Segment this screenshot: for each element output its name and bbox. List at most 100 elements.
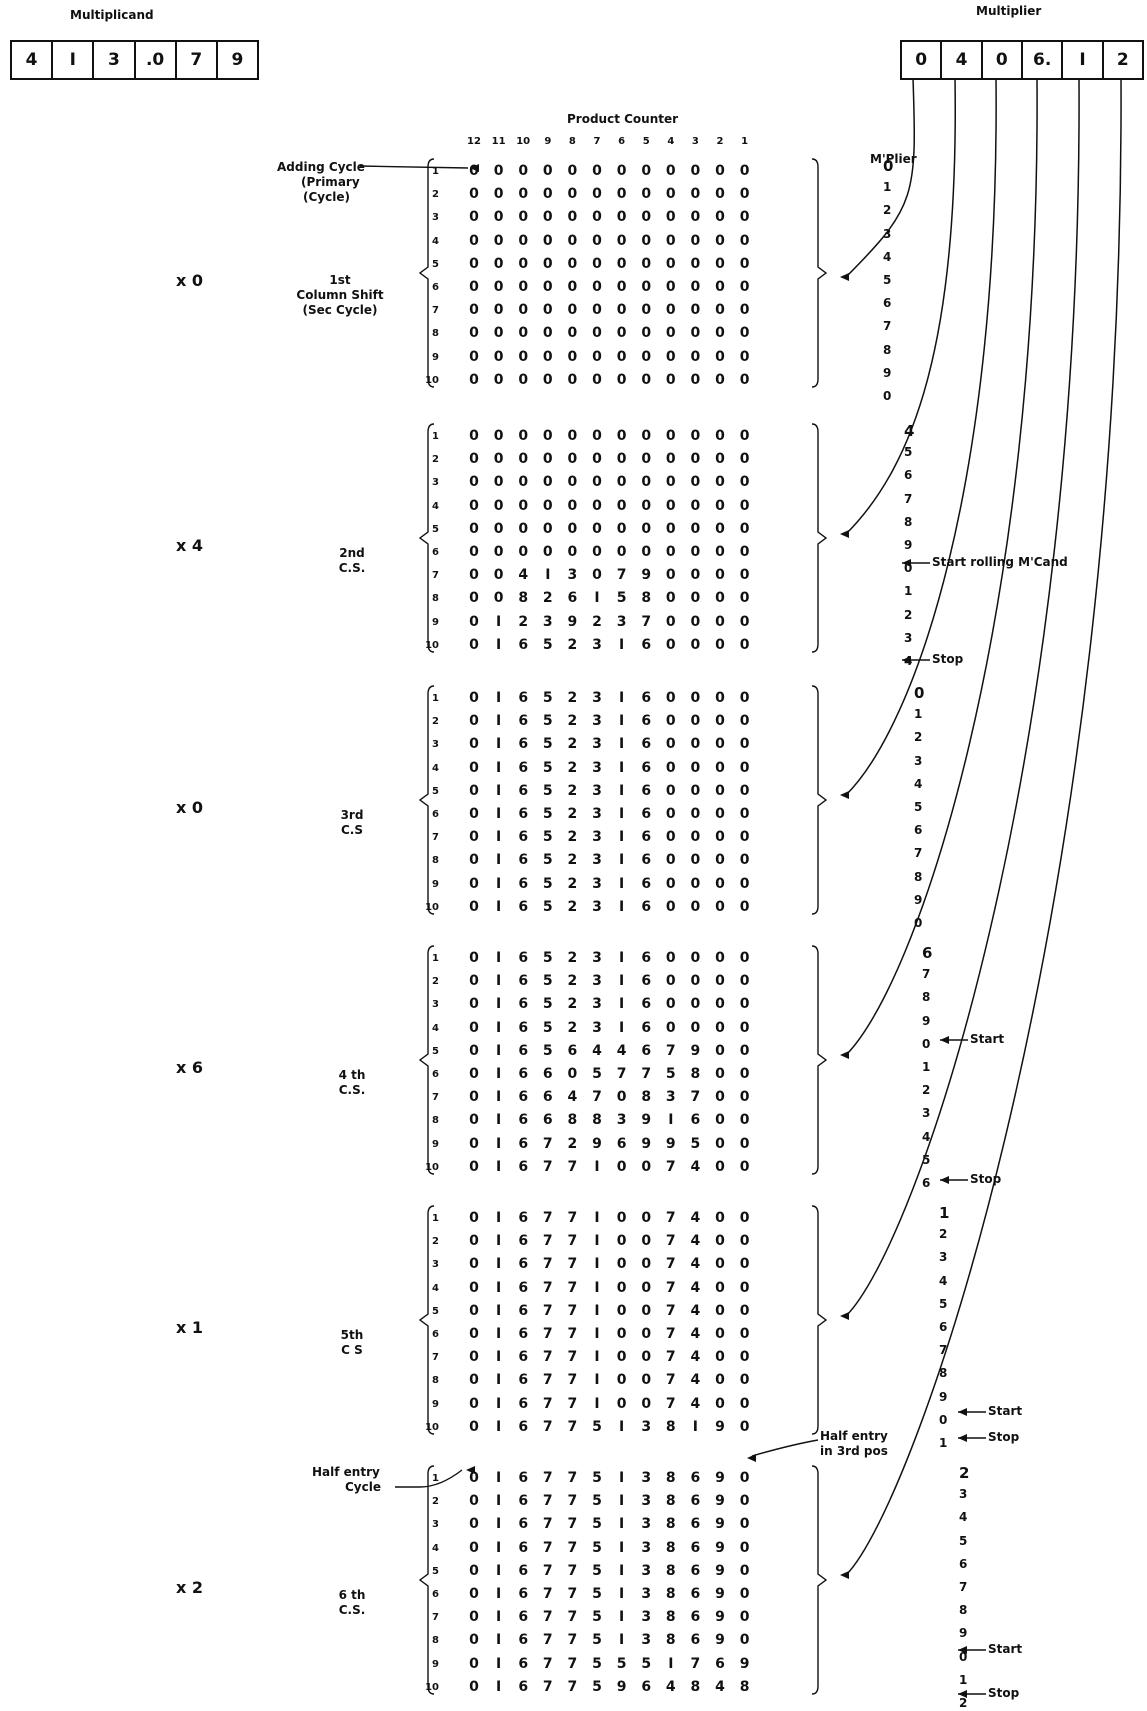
cycle-row-number: 9 bbox=[432, 878, 439, 890]
counter-digit: 6 bbox=[641, 690, 652, 706]
counter-digit: 3 bbox=[592, 829, 602, 846]
right-bracket bbox=[811, 945, 828, 1175]
counter-digit: 0 bbox=[715, 1135, 725, 1152]
counter-digit: 0 bbox=[739, 1326, 750, 1342]
cycle-row-number: 9 bbox=[432, 351, 439, 363]
counter-digit: I bbox=[495, 1066, 502, 1082]
counter-digit: 6 bbox=[518, 1210, 529, 1226]
half-entry-cycle-label: Half entry bbox=[312, 1465, 380, 1479]
cycle-row-number: 2 bbox=[432, 716, 439, 728]
counter-digit: I bbox=[618, 1632, 625, 1649]
counter-digit: 2 bbox=[567, 806, 578, 822]
counter-digit: 0 bbox=[592, 371, 602, 388]
counter-digit: 0 bbox=[739, 852, 750, 869]
counter-digit: I bbox=[618, 690, 625, 706]
counter-digit: 0 bbox=[739, 544, 750, 560]
counter-digit: 0 bbox=[567, 1066, 578, 1082]
counter-digit: 0 bbox=[665, 348, 676, 365]
counter-digit: 0 bbox=[641, 1279, 652, 1296]
primary-label: (Primary bbox=[301, 175, 360, 189]
section-label: 5th bbox=[340, 1328, 364, 1342]
counter-digit: 0 bbox=[518, 451, 529, 468]
counter-digit: 0 bbox=[469, 497, 479, 514]
counter-digit: 0 bbox=[690, 950, 701, 966]
counter-digit: 0 bbox=[665, 255, 676, 272]
section-factor: x 2 bbox=[176, 1578, 204, 1597]
counter-digit: 0 bbox=[690, 636, 701, 653]
counter-digit: 0 bbox=[567, 209, 578, 226]
counter-digit: 0 bbox=[469, 950, 479, 966]
counter-digit: 0 bbox=[592, 451, 602, 468]
counter-digit: 4 bbox=[690, 1302, 701, 1319]
counter-digit: 0 bbox=[715, 713, 725, 730]
counter-digit: 0 bbox=[739, 613, 750, 630]
cycle-label: (Cycle) bbox=[303, 190, 350, 204]
cycle-row-number: 8 bbox=[432, 1115, 439, 1127]
counter-digit: 0 bbox=[469, 1609, 479, 1626]
counter-digit: I bbox=[594, 1349, 600, 1366]
counter-digit: 3 bbox=[616, 613, 627, 630]
counter-digit: 7 bbox=[542, 1586, 553, 1602]
adding-cycle-arrowhead bbox=[470, 164, 479, 172]
counter-digit: 6 bbox=[641, 736, 652, 753]
counter-digit: 0 bbox=[567, 371, 578, 388]
multiplier-counter-digit: 5 bbox=[959, 1533, 968, 1548]
counter-digit: I bbox=[594, 1256, 600, 1273]
counter-digit: 0 bbox=[641, 1349, 652, 1366]
counter-digit: 0 bbox=[715, 1302, 725, 1319]
counter-digit: 0 bbox=[665, 875, 676, 892]
cycle-row-number: 4 bbox=[432, 500, 439, 512]
counter-digit: 7 bbox=[567, 1279, 578, 1296]
counter-digit: 0 bbox=[616, 1349, 627, 1366]
counter-digit: 0 bbox=[665, 520, 676, 537]
counter-digit: 0 bbox=[690, 829, 701, 846]
counter-digit: I bbox=[495, 1562, 502, 1579]
counter-digit: 0 bbox=[739, 1233, 750, 1250]
counter-digit: 0 bbox=[690, 690, 701, 706]
counter-digit: 0 bbox=[715, 613, 725, 630]
counter-digit: 0 bbox=[665, 544, 676, 560]
counter-digit: 0 bbox=[690, 163, 701, 179]
counter-digit: 0 bbox=[739, 567, 750, 584]
counter-digit: 0 bbox=[542, 255, 553, 272]
counter-digit: 5 bbox=[592, 1516, 602, 1533]
counter-digit: 0 bbox=[567, 302, 578, 319]
counter-digit: 0 bbox=[690, 279, 701, 295]
counter-digit: I bbox=[618, 973, 625, 990]
cycle-row-number: 8 bbox=[432, 855, 439, 867]
counter-digit: 8 bbox=[739, 1678, 750, 1695]
counter-digit: 6 bbox=[518, 636, 529, 653]
counter-digit: I bbox=[618, 713, 625, 730]
counter-digit: 0 bbox=[469, 1516, 479, 1533]
counter-digit: I bbox=[495, 1112, 502, 1129]
multiplier-counter-digit: 2 bbox=[959, 1696, 968, 1710]
multiplier-wire bbox=[845, 77, 1122, 1576]
counter-digit: 9 bbox=[592, 1135, 602, 1152]
counter-digit: I bbox=[618, 898, 625, 915]
counter-digit: 0 bbox=[641, 1233, 652, 1250]
counter-digit: 3 bbox=[641, 1516, 652, 1533]
counter-digit: 7 bbox=[567, 1609, 578, 1626]
counter-digit: I bbox=[618, 1516, 625, 1533]
counter-digit: 0 bbox=[469, 1158, 479, 1175]
counter-digit: 0 bbox=[739, 875, 750, 892]
counter-digit: 0 bbox=[616, 1256, 627, 1273]
counter-digit: 9 bbox=[616, 1678, 627, 1695]
half-entry-pos-pointer bbox=[751, 1439, 819, 1457]
counter-digit: 0 bbox=[641, 1210, 652, 1226]
counter-digit: 0 bbox=[469, 590, 479, 607]
counter-digit: 0 bbox=[469, 428, 479, 444]
counter-digit: I bbox=[618, 1418, 625, 1435]
multiplier-counter-digit: 7 bbox=[914, 846, 923, 861]
counter-digit: 0 bbox=[542, 371, 553, 388]
counter-digit: I bbox=[495, 736, 502, 753]
counter-digit: 8 bbox=[665, 1516, 676, 1533]
counter-digit: 0 bbox=[665, 451, 676, 468]
counter-digit: 4 bbox=[690, 1372, 701, 1389]
counter-digit: 0 bbox=[469, 759, 479, 776]
counter-digit: 0 bbox=[665, 690, 676, 706]
multiplier-counter-digit: 6 bbox=[914, 823, 923, 838]
multiplier-wire bbox=[845, 77, 1080, 1317]
counter-digit: 0 bbox=[469, 852, 479, 869]
multiplier-register: 0 4 0 6. I 2 bbox=[900, 40, 1144, 80]
